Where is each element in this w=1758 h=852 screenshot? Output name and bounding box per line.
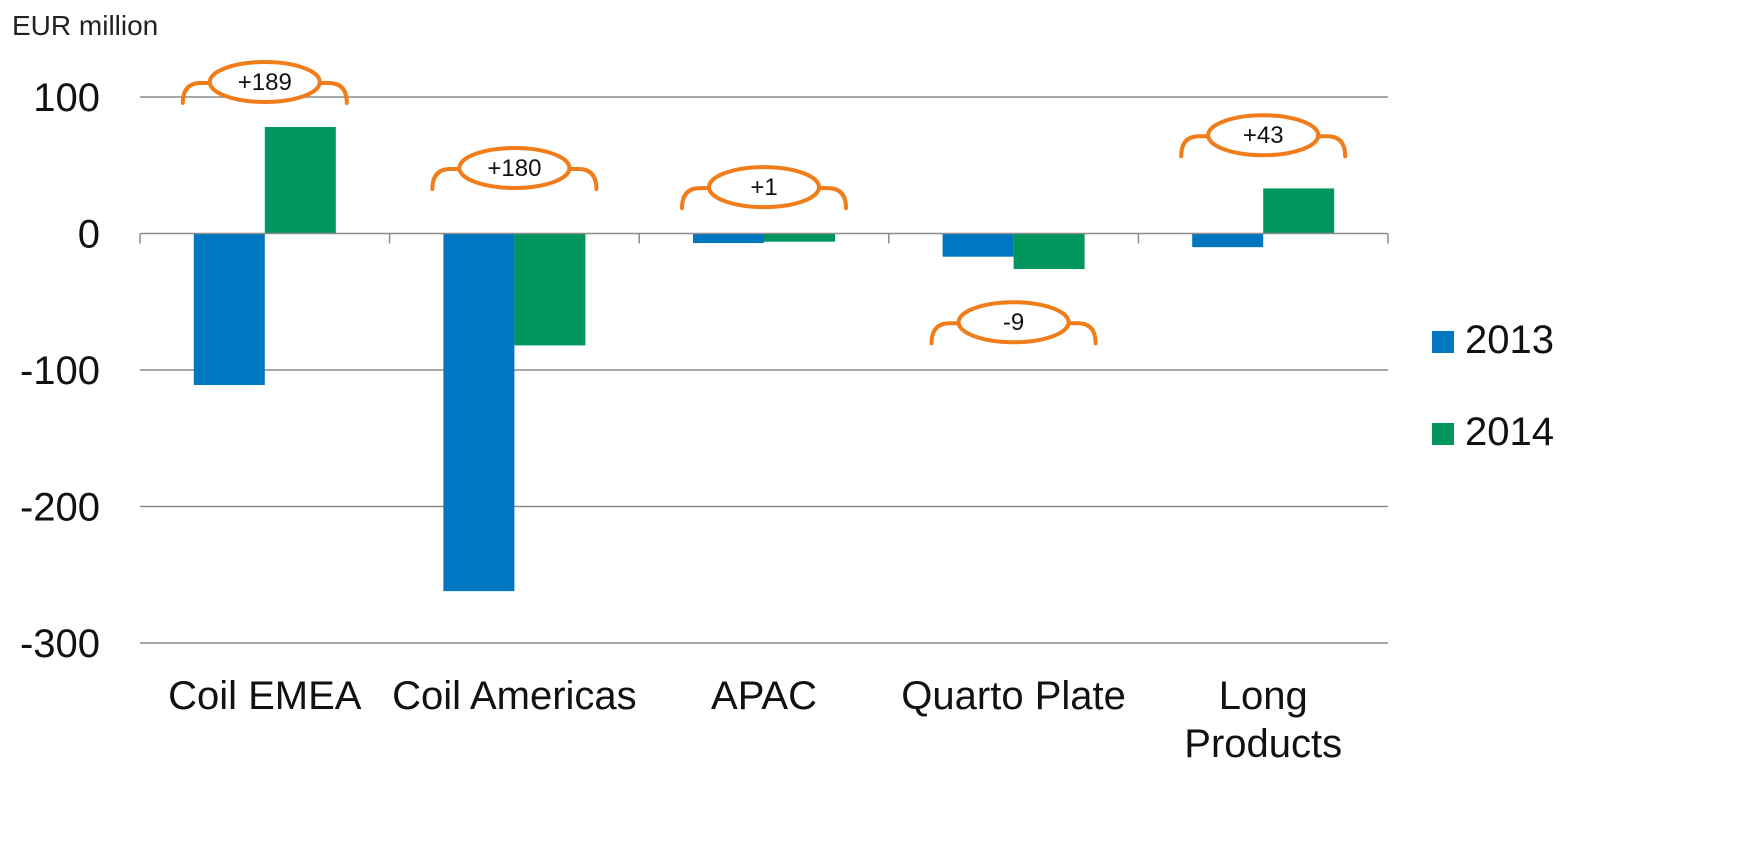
bar-2014-0 bbox=[264, 127, 336, 234]
legend: 2013 2014 bbox=[1432, 318, 1554, 454]
y-tick-label: -100 bbox=[20, 349, 100, 393]
category-label: Coil Americas bbox=[392, 674, 637, 718]
category-label: Quarto Plate bbox=[901, 674, 1126, 718]
gridlines bbox=[140, 96, 1388, 644]
change-callout: +189 bbox=[180, 60, 349, 105]
y-tick-label: 100 bbox=[33, 76, 100, 120]
bar-2014-3 bbox=[1013, 233, 1085, 269]
callout-ellipse bbox=[707, 165, 821, 210]
legend-label: 2013 bbox=[1465, 318, 1554, 362]
bar-2013-0 bbox=[193, 233, 265, 386]
change-callout: +43 bbox=[1179, 113, 1348, 159]
change-callout: +1 bbox=[680, 165, 848, 211]
y-axis: 100 0 -100 -200 -300 bbox=[20, 76, 100, 666]
legend-swatch-2014 bbox=[1432, 423, 1454, 445]
y-tick-label: -200 bbox=[20, 486, 100, 530]
callout-ellipse bbox=[956, 300, 1071, 345]
callout-label: +189 bbox=[238, 69, 292, 96]
unit-label: EUR million bbox=[12, 10, 158, 41]
legend-label: 2014 bbox=[1465, 410, 1554, 454]
change-callouts: +189 +180 +1 -9 +43 bbox=[180, 60, 1348, 346]
bars bbox=[193, 127, 1335, 592]
bar-2014-1 bbox=[514, 233, 586, 346]
callout-label: +180 bbox=[487, 155, 541, 182]
bar-2014-2 bbox=[764, 233, 835, 242]
callout-ellipse bbox=[457, 145, 572, 190]
bar-2014-4 bbox=[1263, 188, 1335, 234]
category-label: Long bbox=[1219, 674, 1308, 718]
y-tick-label: 0 bbox=[78, 213, 100, 257]
bar-2013-4 bbox=[1192, 233, 1264, 248]
category-label: Coil EMEA bbox=[168, 674, 362, 718]
legend-swatch-2013 bbox=[1432, 331, 1454, 353]
category-label: Products bbox=[1184, 722, 1342, 766]
callout-label: +1 bbox=[750, 174, 777, 201]
category-label: APAC bbox=[711, 674, 817, 718]
callout-ellipse bbox=[207, 60, 322, 104]
y-tick-label: -300 bbox=[20, 622, 100, 666]
change-callout: -9 bbox=[929, 300, 1098, 346]
callout-label: +43 bbox=[1243, 122, 1284, 149]
callout-label: -9 bbox=[1003, 309, 1024, 336]
category-labels: Coil EMEA Coil Americas APAC Quarto Plate Lo… bbox=[168, 674, 1342, 766]
x-axis bbox=[139, 232, 1389, 244]
bar-2013-3 bbox=[942, 233, 1014, 257]
callout-ellipse bbox=[1206, 113, 1321, 158]
bar-2013-2 bbox=[693, 233, 764, 244]
change-callout: +180 bbox=[430, 145, 599, 191]
bar-2013-1 bbox=[443, 233, 515, 592]
